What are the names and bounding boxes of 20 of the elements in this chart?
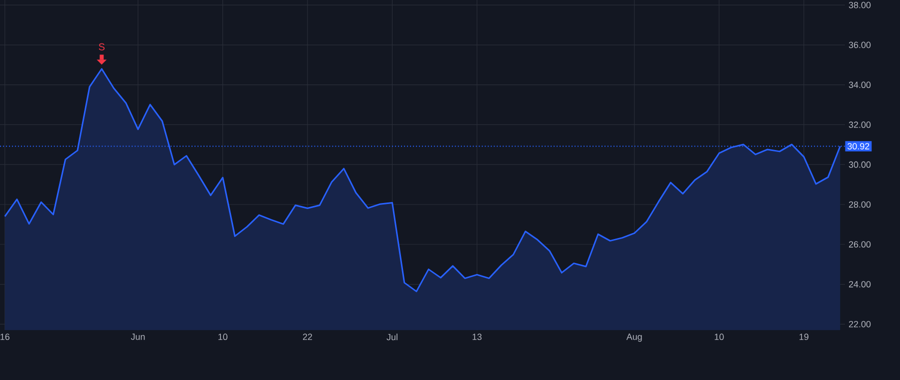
x-tick-label: Jul xyxy=(386,334,398,340)
x-tick-label: 10 xyxy=(218,334,228,340)
x-tick-label: 19 xyxy=(800,334,808,340)
y-tick-label: 26.00 xyxy=(848,241,871,248)
x-tick-label: 16 xyxy=(0,334,10,340)
y-tick-label: 24.00 xyxy=(848,281,871,288)
y-tick-label: 22.00 xyxy=(848,320,871,328)
x-tick-label: Jun xyxy=(130,334,145,340)
y-tick-label: 36.00 xyxy=(848,42,871,48)
x-tick-label: 10 xyxy=(714,334,724,340)
ref-line-label: 30.92 xyxy=(848,143,870,150)
y-tick-label: 34.00 xyxy=(848,82,871,88)
x-tick-label: Aug xyxy=(626,334,642,342)
y-tick-label: 38.00 xyxy=(848,2,871,8)
annotation: S xyxy=(98,43,105,50)
y-tick-label: 32.00 xyxy=(848,122,871,128)
x-tick-label: 13 xyxy=(472,334,482,340)
y-tick-label: 28.00 xyxy=(848,201,871,208)
x-tick-label: 22 xyxy=(302,334,312,340)
y-tick-label: 30.00 xyxy=(848,161,871,168)
